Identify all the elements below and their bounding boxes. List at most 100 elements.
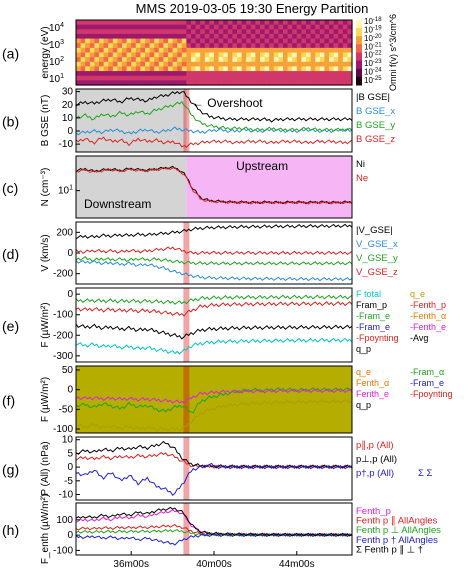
heatmap-cell bbox=[112, 29, 118, 35]
heatmap-cell bbox=[342, 57, 348, 63]
heatmap-cell bbox=[140, 80, 146, 86]
heatmap-cell bbox=[186, 66, 192, 72]
heatmap-cell bbox=[163, 29, 169, 35]
series-line bbox=[75, 136, 353, 148]
heatmap-cell bbox=[347, 57, 353, 63]
heatmap-cell bbox=[103, 33, 109, 40]
heatmap-cell bbox=[85, 29, 91, 35]
heatmap-cell bbox=[227, 24, 233, 30]
heatmap-cell bbox=[99, 80, 105, 86]
heatmap-cell bbox=[140, 43, 146, 49]
heatmap-cell bbox=[301, 47, 307, 54]
heatmap-cell bbox=[306, 20, 312, 26]
heatmap-cell bbox=[333, 47, 339, 54]
heatmap-cell bbox=[241, 20, 247, 26]
heatmap-cell bbox=[112, 43, 118, 49]
series-line bbox=[75, 256, 353, 266]
heatmap-cell bbox=[324, 52, 330, 58]
heatmap-cell bbox=[278, 71, 284, 77]
heatmap-cell bbox=[122, 80, 128, 86]
y-tick-label: 101 bbox=[49, 73, 64, 85]
heatmap-cell bbox=[329, 57, 335, 63]
heatmap-cell bbox=[319, 66, 325, 72]
heatmap-cell bbox=[154, 43, 160, 49]
heatmap-cell bbox=[149, 80, 155, 86]
heatmap-cell bbox=[200, 61, 206, 68]
heatmap-cell bbox=[168, 33, 174, 40]
heatmap-cell bbox=[204, 80, 210, 86]
heatmap-cell bbox=[195, 75, 201, 81]
heatmap-cell bbox=[347, 38, 353, 44]
heatmap-cell bbox=[117, 80, 123, 86]
y-tick-label: 10 bbox=[62, 435, 74, 446]
heatmap-cell bbox=[329, 66, 335, 72]
heatmap-cell bbox=[103, 24, 109, 30]
heatmap-cell bbox=[292, 80, 298, 86]
series-line bbox=[75, 388, 353, 404]
heatmap-cell bbox=[338, 71, 344, 77]
heatmap-cell bbox=[126, 52, 132, 58]
heatmap-cell bbox=[296, 61, 302, 68]
heatmap-cell bbox=[131, 80, 137, 86]
heatmap-cell bbox=[122, 43, 128, 49]
heatmap-cell bbox=[260, 57, 266, 63]
heatmap-cell bbox=[117, 38, 123, 44]
heatmap-cell bbox=[108, 75, 114, 81]
heatmap-cell bbox=[287, 66, 293, 72]
heatmap-cell bbox=[292, 43, 298, 49]
heatmap-cell bbox=[250, 33, 256, 40]
heatmap-cell bbox=[76, 61, 82, 68]
heatmap-cell bbox=[310, 66, 316, 72]
heatmap-cell bbox=[315, 75, 321, 81]
heatmap-cell bbox=[103, 71, 109, 77]
heatmap-cell bbox=[329, 75, 335, 81]
heatmap-cell bbox=[145, 75, 151, 81]
heatmap-cell bbox=[296, 38, 302, 44]
heatmap-cell bbox=[223, 61, 229, 68]
heatmap-cell bbox=[232, 24, 238, 30]
heatmap-cell bbox=[333, 52, 339, 58]
plot-frame bbox=[75, 287, 353, 363]
heatmap-cell bbox=[135, 66, 141, 72]
heatmap-cell bbox=[200, 24, 206, 30]
heatmap-cell bbox=[204, 38, 210, 44]
heatmap-cell bbox=[250, 38, 256, 44]
heatmap-cell bbox=[172, 47, 178, 54]
heatmap-cell bbox=[186, 33, 192, 40]
heatmap-cell bbox=[329, 20, 335, 26]
heatmap-cell bbox=[255, 71, 261, 77]
heatmap-cell bbox=[191, 43, 197, 49]
heatmap-cell bbox=[154, 66, 160, 72]
heatmap-cell bbox=[172, 80, 178, 86]
heatmap-cell bbox=[200, 52, 206, 58]
heatmap-cell bbox=[264, 80, 270, 86]
heatmap-cell bbox=[191, 47, 197, 54]
heatmap-cell bbox=[177, 43, 183, 49]
heatmap-cell bbox=[122, 66, 128, 72]
heatmap-cell bbox=[103, 80, 109, 86]
heatmap-cell bbox=[186, 38, 192, 44]
colorbar-segment bbox=[356, 76, 362, 86]
heatmap-cell bbox=[250, 80, 256, 86]
heatmap-cell bbox=[223, 66, 229, 72]
heatmap-cell bbox=[135, 52, 141, 58]
heatmap-cell bbox=[149, 52, 155, 58]
heatmap-cell bbox=[126, 61, 132, 68]
heatmap-cell bbox=[195, 38, 201, 44]
heatmap-cell bbox=[135, 80, 141, 86]
legend-entry: V_GSE_x bbox=[356, 239, 398, 250]
heatmap-cell bbox=[172, 75, 178, 81]
colorbar-segment bbox=[356, 36, 362, 45]
heatmap-cell bbox=[94, 71, 100, 77]
heatmap-cell bbox=[204, 71, 210, 77]
heatmap-cell bbox=[310, 33, 316, 40]
heatmap-cell bbox=[131, 43, 137, 49]
heatmap-cell bbox=[117, 43, 123, 49]
heatmap-cell bbox=[200, 57, 206, 63]
heatmap-cell bbox=[145, 43, 151, 49]
heatmap-cell bbox=[209, 61, 215, 68]
heatmap-cell bbox=[131, 24, 137, 30]
heatmap-cell bbox=[338, 24, 344, 30]
heatmap-cell bbox=[273, 75, 279, 81]
heatmap-cell bbox=[168, 43, 174, 49]
